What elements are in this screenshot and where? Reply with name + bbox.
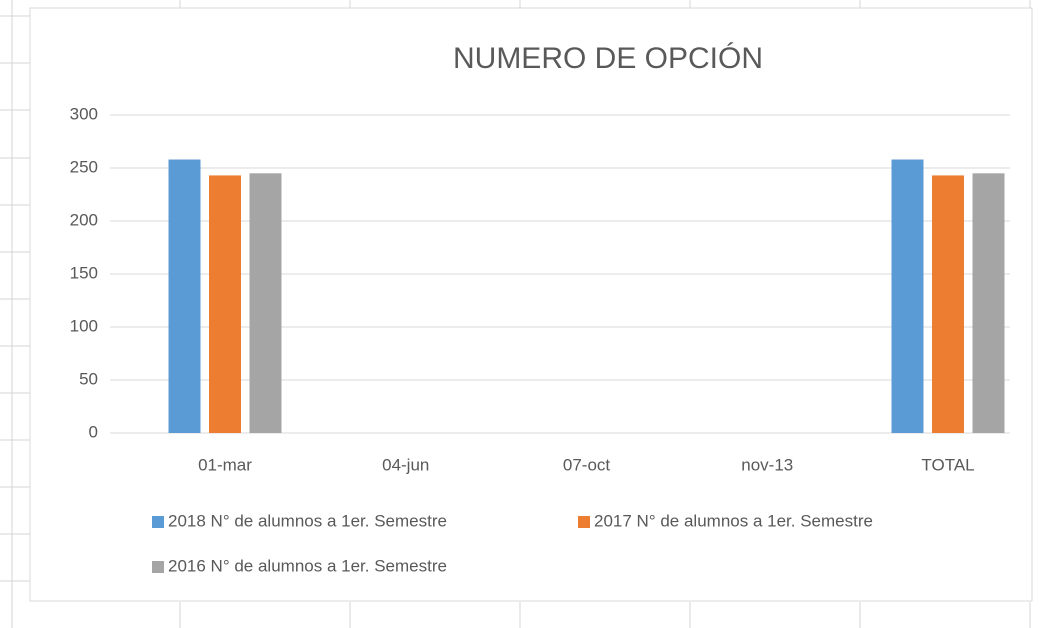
y-tick-label: 300 bbox=[70, 104, 98, 123]
bar bbox=[932, 175, 964, 434]
y-tick-label: 100 bbox=[70, 316, 98, 335]
legend-swatch bbox=[152, 561, 164, 573]
y-tick-label: 50 bbox=[79, 369, 98, 388]
bar bbox=[891, 159, 924, 433]
legend-swatch bbox=[152, 516, 164, 528]
x-tick-label: 07-oct bbox=[563, 455, 611, 474]
bar bbox=[249, 173, 282, 434]
chart-title: NUMERO DE OPCIÓN bbox=[453, 42, 763, 75]
legend-label: 2018 N° de alumnos a 1er. Semestre bbox=[168, 511, 447, 530]
x-tick-label: TOTAL bbox=[921, 455, 974, 474]
legend-label: 2017 N° de alumnos a 1er. Semestre bbox=[594, 511, 873, 530]
y-tick-label: 150 bbox=[70, 263, 98, 282]
legend-swatch bbox=[578, 516, 590, 528]
legend-label: 2016 N° de alumnos a 1er. Semestre bbox=[168, 556, 447, 575]
bar bbox=[168, 159, 201, 433]
y-tick-label: 200 bbox=[70, 210, 98, 229]
x-tick-label: 01-mar bbox=[198, 455, 252, 474]
x-tick-label: nov-13 bbox=[741, 455, 793, 474]
bar bbox=[209, 175, 241, 434]
y-tick-label: 250 bbox=[70, 157, 98, 176]
x-tick-label: 04-jun bbox=[382, 455, 429, 474]
bar bbox=[972, 173, 1005, 434]
y-tick-label: 0 bbox=[89, 422, 98, 441]
